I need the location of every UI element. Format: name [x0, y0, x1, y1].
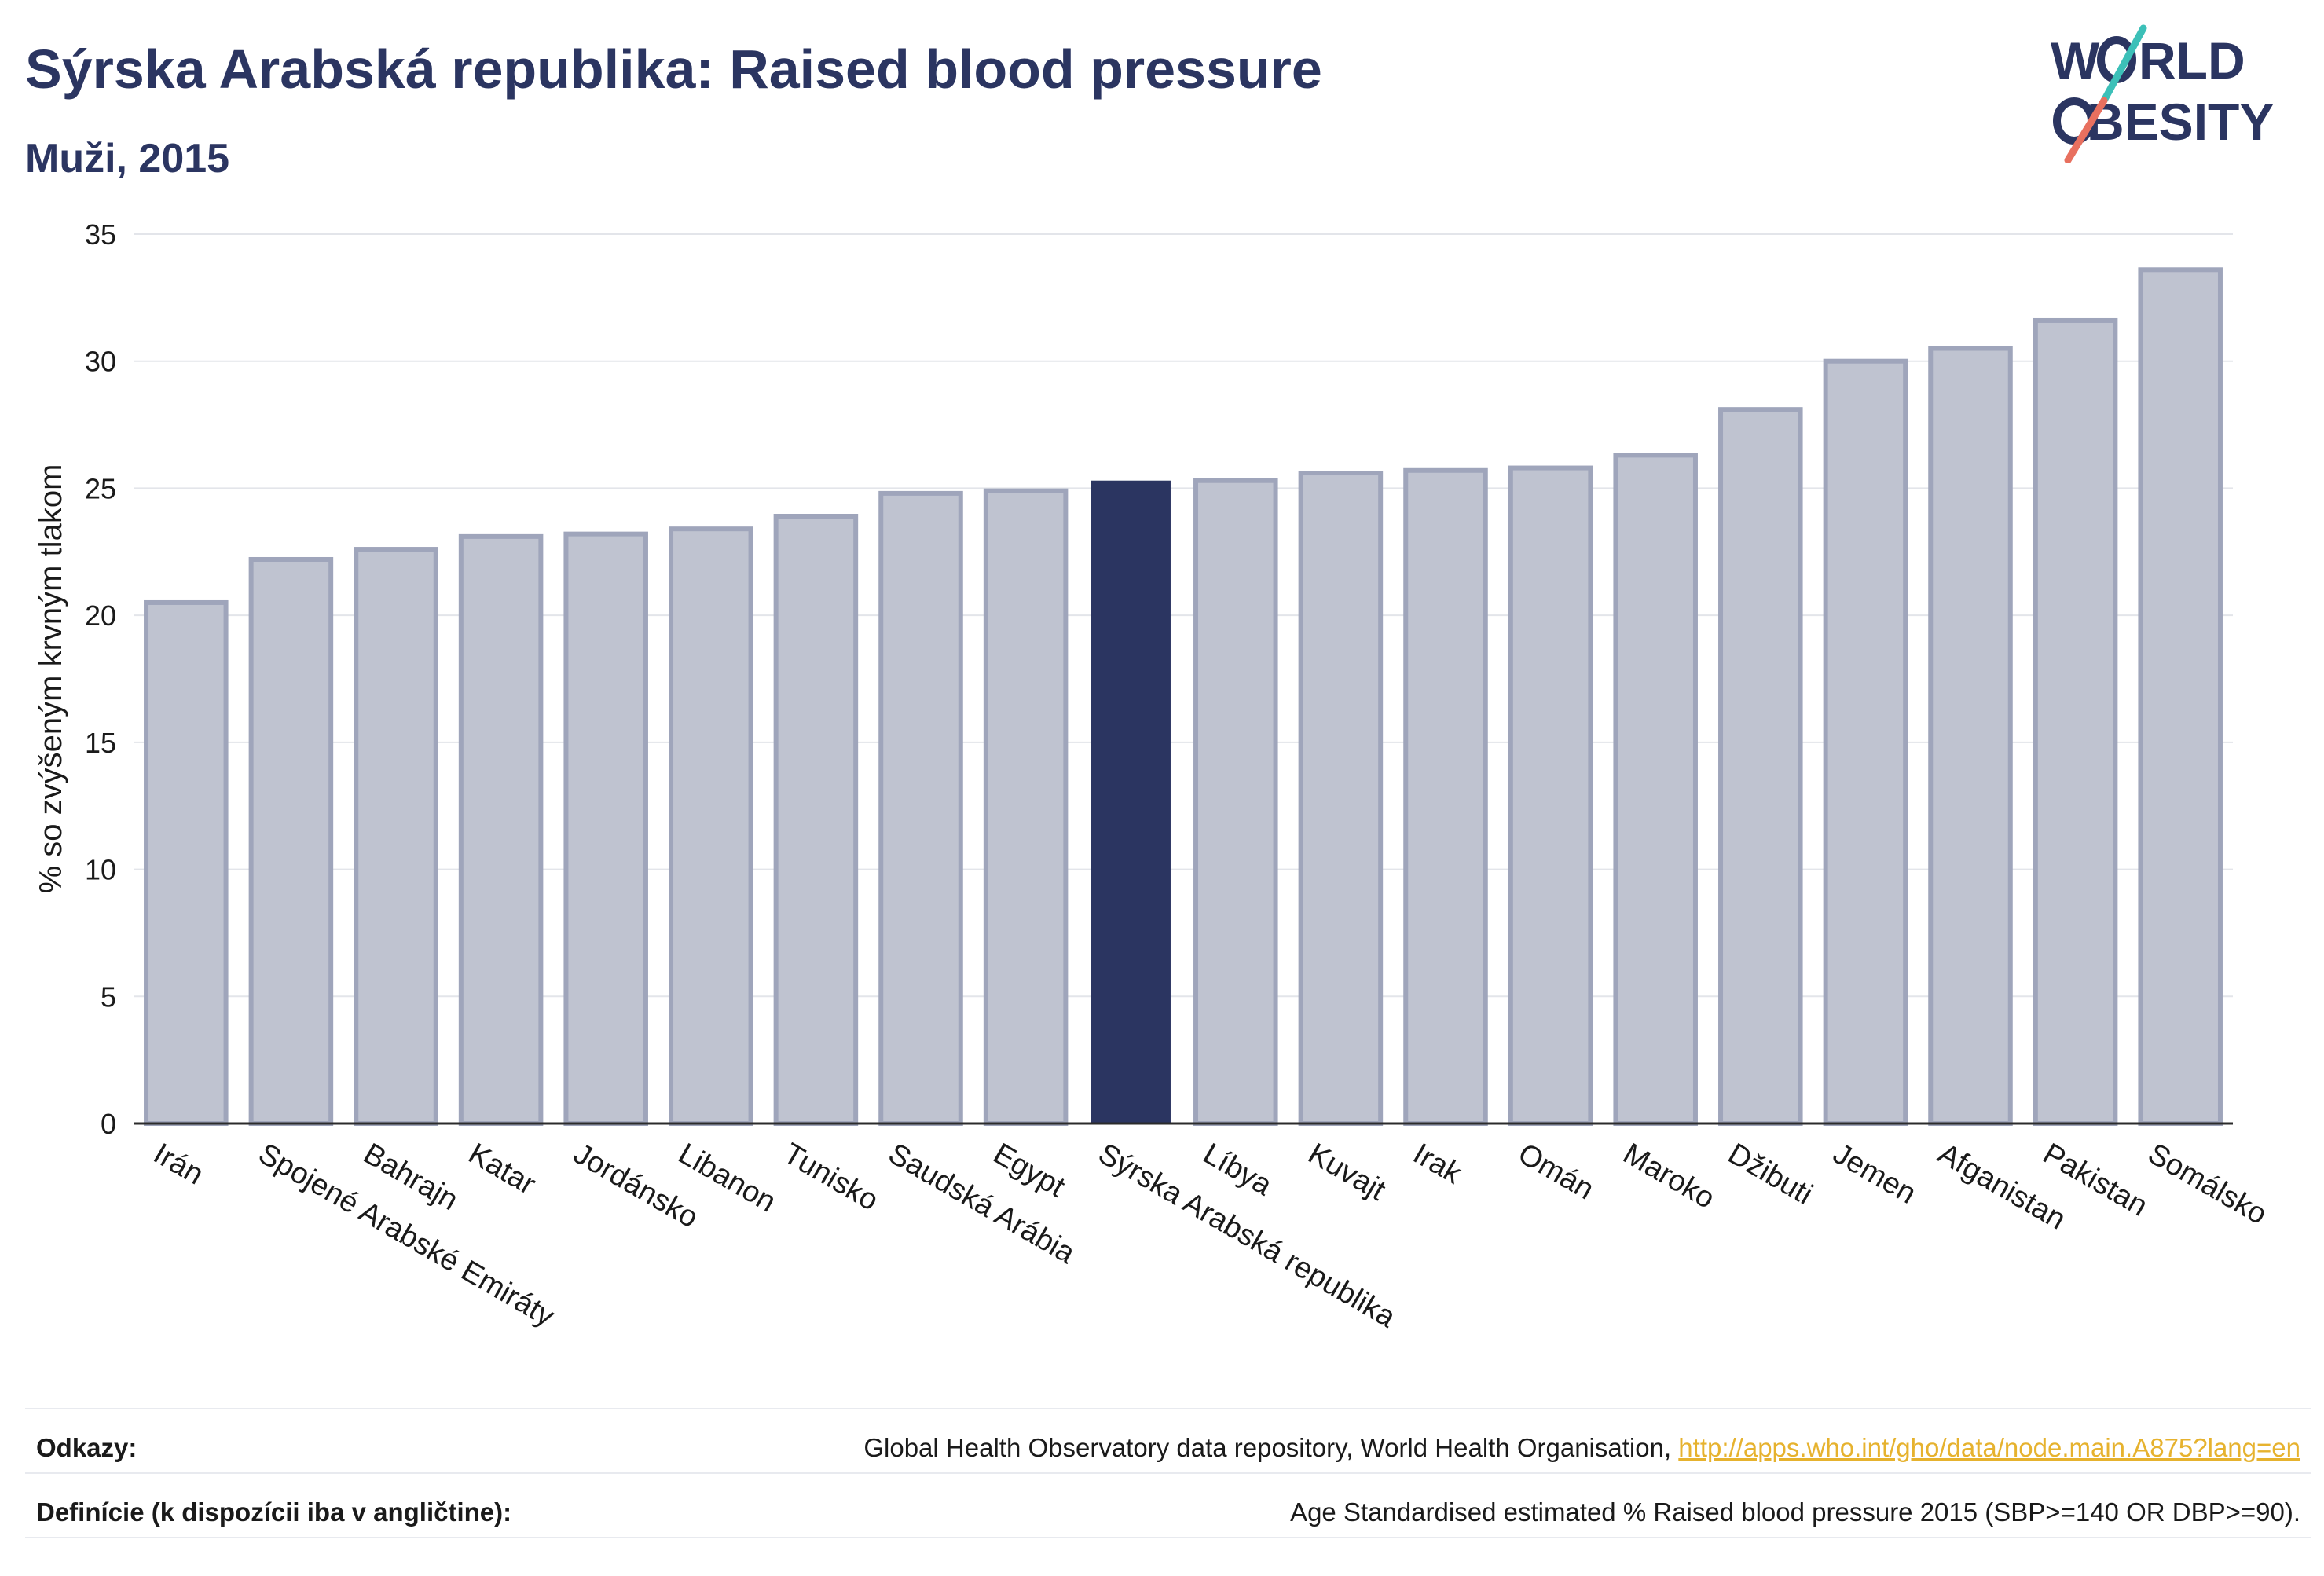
x-tick-label: Jemen	[1827, 1137, 1922, 1210]
bar	[1718, 407, 1803, 1126]
x-tick-label: Líbya	[1197, 1137, 1277, 1202]
x-tick-label: Irán	[148, 1137, 209, 1191]
world-obesity-logo: W RLD BESITY	[2051, 24, 2274, 163]
y-tick-label: 10	[85, 854, 116, 886]
y-tick-label: 35	[85, 218, 116, 251]
logo-line1-rest: RLD	[2139, 31, 2245, 90]
x-tick-label: Katar	[463, 1137, 541, 1201]
definitions-label: Definície (k dispozícii iba v angličtine…	[36, 1497, 512, 1527]
bar	[458, 533, 544, 1126]
logo-slash-red	[2064, 97, 2108, 163]
bar	[1613, 453, 1698, 1126]
x-tick-label: Somálsko	[2143, 1137, 2272, 1231]
bar	[773, 514, 859, 1126]
bar	[983, 488, 1069, 1126]
sources-text: Global Health Observatory data repositor…	[863, 1433, 1679, 1462]
x-tick-label: Maroko	[1618, 1137, 1721, 1215]
chart-title: Sýrska Arabská republika: Raised blood p…	[25, 38, 1322, 100]
x-tick-label: Džibuti	[1722, 1137, 1818, 1211]
logo-line1-w: W	[2051, 31, 2100, 90]
bar	[2033, 317, 2118, 1127]
bar	[669, 526, 753, 1126]
x-tick-label: Kuvajt	[1303, 1137, 1391, 1207]
bar	[248, 556, 334, 1126]
y-tick-label: 15	[85, 727, 116, 759]
sources-value: Global Health Observatory data repositor…	[863, 1433, 2300, 1463]
y-tick-label: 20	[85, 599, 116, 632]
y-axis-label: % so zvýšeným krvným tlakom	[34, 464, 68, 894]
bar	[1193, 478, 1278, 1126]
bar	[1928, 346, 2013, 1126]
bar	[1298, 471, 1384, 1126]
x-tick-label: Egypt	[988, 1137, 1071, 1204]
footer-divider-bottom	[25, 1537, 2311, 1538]
bar	[1823, 358, 1908, 1126]
x-tick-label: Irak	[1408, 1137, 1468, 1191]
bar	[2138, 267, 2223, 1126]
bar	[878, 490, 963, 1126]
x-tick-label: Tunisko	[778, 1137, 884, 1217]
footer-divider-middle	[25, 1472, 2311, 1474]
bar	[1403, 467, 1488, 1126]
bar	[1508, 465, 1593, 1126]
y-tick-label: 5	[101, 980, 116, 1013]
bar	[144, 599, 229, 1126]
y-tick-label: 30	[85, 346, 116, 378]
x-tick-label: Saudská Arábia	[883, 1137, 1081, 1270]
bar-chart: 0 5 10 15 20 25 30 35 % so zvýšeným krvným tlako…	[34, 218, 2272, 1335]
y-tick-label: 25	[85, 472, 116, 504]
definitions-value: Age Standardised estimated % Raised bloo…	[1290, 1497, 2300, 1527]
y-tick-label: 0	[101, 1108, 116, 1140]
chart-subtitle: Muži, 2015	[25, 136, 230, 181]
bar	[563, 531, 648, 1126]
sources-label: Odkazy:	[36, 1433, 137, 1462]
bar	[354, 547, 438, 1126]
logo-line2: BESITY	[2087, 93, 2274, 151]
logo-slash-teal	[2100, 24, 2147, 104]
footer-divider-top	[25, 1408, 2311, 1409]
x-tick-label: Omán	[1512, 1137, 1600, 1206]
sources-link[interactable]: http://apps.who.int/gho/data/node.main.A…	[1678, 1433, 2300, 1462]
bar-highlight	[1091, 480, 1171, 1123]
